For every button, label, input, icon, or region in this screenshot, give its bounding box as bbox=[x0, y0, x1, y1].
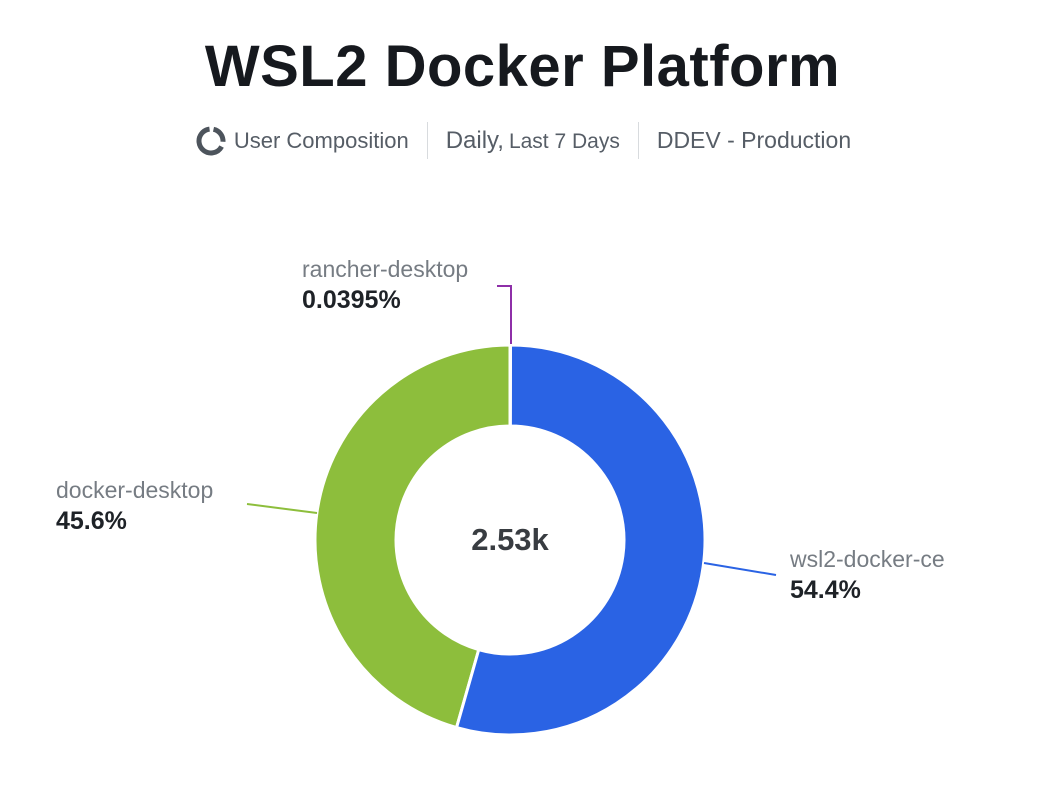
slice-label: rancher-desktop bbox=[302, 256, 469, 282]
callout-line-rancher-desktop bbox=[497, 285, 512, 344]
subtitle-period-range: Last 7 Days bbox=[508, 129, 620, 153]
chart-subtitle: User Composition Daily, Last 7 Days DDEV … bbox=[0, 122, 1045, 159]
subtitle-environment: DDEV - Production bbox=[656, 127, 852, 153]
donut-center-total: 2.53k bbox=[471, 522, 549, 557]
slice-label: docker-desktop bbox=[56, 477, 214, 503]
slice-percentage: 0.0395% bbox=[302, 286, 401, 314]
callout-line-wsl2-docker-ce bbox=[703, 562, 777, 576]
subtitle-divider bbox=[637, 122, 639, 159]
callout-line-docker-desktop bbox=[246, 503, 318, 514]
donut-chart-icon bbox=[196, 126, 226, 155]
subtitle-period-granularity: Daily, bbox=[445, 126, 504, 154]
callout-wsl2-docker-ce: wsl2-docker-ce 54.4% bbox=[790, 546, 945, 604]
slice-percentage: 54.4% bbox=[790, 576, 861, 604]
page-title: WSL2 Docker Platform bbox=[204, 34, 841, 99]
callout-rancher-desktop: rancher-desktop 0.0395% bbox=[302, 256, 468, 314]
subtitle-metric: User Composition bbox=[233, 127, 409, 153]
slice-percentage: 45.6% bbox=[56, 507, 127, 535]
subtitle-divider bbox=[426, 122, 428, 159]
slice-label: wsl2-docker-ce bbox=[790, 546, 945, 572]
pie-slice-wsl2-docker-ce[interactable] bbox=[455, 343, 707, 737]
subtitle-period: Daily, Last 7 Days bbox=[446, 127, 620, 155]
callout-docker-desktop: docker-desktop 45.6% bbox=[56, 477, 213, 535]
pie-slice-docker-desktop[interactable] bbox=[313, 343, 512, 730]
